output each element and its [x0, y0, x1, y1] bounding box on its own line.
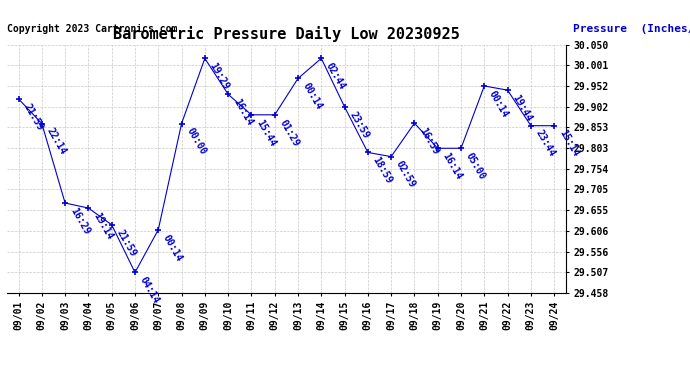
Text: 04:14: 04:14: [138, 275, 161, 306]
Text: 18:59: 18:59: [371, 155, 394, 186]
Text: 16:14: 16:14: [231, 97, 254, 128]
Text: Copyright 2023 Cartronics.com: Copyright 2023 Cartronics.com: [7, 24, 177, 34]
Text: 00:14: 00:14: [301, 81, 324, 112]
Text: 21:59: 21:59: [21, 102, 45, 132]
Text: 21:59: 21:59: [115, 228, 138, 258]
Text: 00:14: 00:14: [487, 89, 511, 119]
Text: 02:59: 02:59: [394, 159, 417, 190]
Text: 16:29: 16:29: [68, 206, 91, 236]
Text: 22:14: 22:14: [45, 126, 68, 157]
Text: 02:44: 02:44: [324, 61, 347, 92]
Text: 16:59: 16:59: [417, 126, 440, 156]
Text: Pressure  (Inches/Hg): Pressure (Inches/Hg): [573, 24, 690, 34]
Text: 19:29: 19:29: [208, 61, 231, 92]
Text: 16:14: 16:14: [440, 151, 464, 182]
Text: 19:44: 19:44: [511, 93, 533, 123]
Text: 19:14: 19:14: [91, 211, 115, 241]
Text: 23:59: 23:59: [347, 110, 371, 140]
Text: 01:29: 01:29: [277, 118, 301, 148]
Text: 05:00: 05:00: [464, 151, 487, 182]
Text: 15:44: 15:44: [254, 118, 277, 148]
Text: 00:14: 00:14: [161, 232, 184, 263]
Title: Barometric Pressure Daily Low 20230925: Barometric Pressure Daily Low 20230925: [113, 27, 460, 42]
Text: 23:44: 23:44: [533, 129, 557, 159]
Text: 15:14: 15:14: [557, 129, 580, 159]
Text: 00:00: 00:00: [184, 126, 208, 157]
